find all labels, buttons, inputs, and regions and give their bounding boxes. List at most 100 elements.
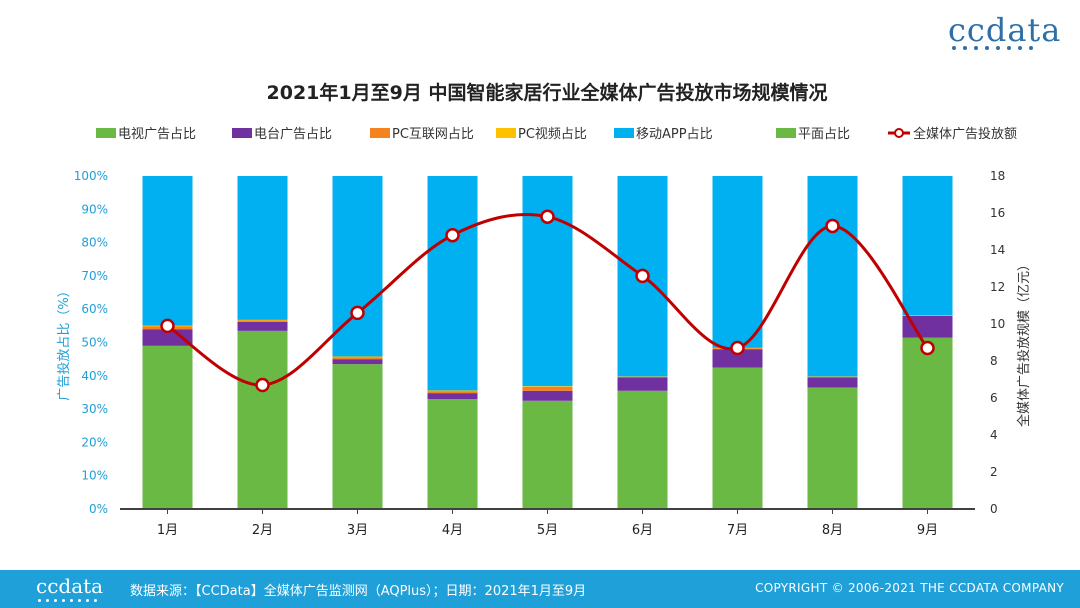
footer-source: 数据来源：【CCData】全媒体广告监测网（AQPlus）；日期：2021年1月… xyxy=(130,584,587,599)
bar-segment xyxy=(617,376,668,378)
y-left-tick-label: 50% xyxy=(81,336,108,350)
y-left-tick-label: 60% xyxy=(81,302,108,316)
bar-segment xyxy=(142,176,193,326)
legend-swatch xyxy=(96,128,116,138)
line-point xyxy=(825,218,840,234)
y-right-tick-label: 14 xyxy=(990,243,1005,257)
bar-segment xyxy=(807,377,858,388)
y-right-tick-label: 16 xyxy=(990,206,1005,220)
bar-segment xyxy=(332,356,383,358)
bar-segment xyxy=(427,391,478,394)
legend-label: 平面占比 xyxy=(798,127,850,142)
bar-segment xyxy=(712,367,763,509)
y-right-tick-label: 8 xyxy=(990,354,998,368)
line-point xyxy=(730,340,745,356)
y-left-tick-label: 90% xyxy=(81,202,108,216)
x-tick-label: 9月 xyxy=(917,523,938,538)
bar-segment xyxy=(332,364,383,509)
bar-segment xyxy=(237,330,288,509)
x-tick-label: 4月 xyxy=(442,523,463,538)
legend-swatch xyxy=(232,128,252,138)
y-right-tick-label: 12 xyxy=(990,280,1005,294)
line-point xyxy=(350,305,365,321)
x-tick-label: 5月 xyxy=(537,523,558,538)
y-left-tick-label: 100% xyxy=(74,169,108,183)
y-right-axis-title: 全媒体广告投放规模（亿元） xyxy=(1016,258,1032,427)
chart-title: 2021年1月至9月 中国智能家居行业全媒体广告投放市场规模情况 xyxy=(267,81,828,104)
footer-logo-dots xyxy=(38,599,97,602)
y-right-tick-label: 18 xyxy=(990,169,1005,183)
legend-label: PC互联网占比 xyxy=(392,127,474,142)
bar-segment xyxy=(902,176,953,316)
bar-segment xyxy=(237,319,288,321)
bar-segment xyxy=(522,400,573,509)
legend-label: 电台广告占比 xyxy=(254,127,332,142)
x-tick-label: 8月 xyxy=(822,523,843,538)
x-tick-label: 3月 xyxy=(347,523,368,538)
footer-copyright: COPYRIGHT © 2006-2021 THE CCDATA COMPANY xyxy=(755,581,1064,595)
line-point xyxy=(540,209,555,224)
line-point xyxy=(160,318,175,334)
y-left-tick-label: 20% xyxy=(81,435,108,449)
bar-segment xyxy=(522,386,573,391)
legend-label: 全媒体广告投放额 xyxy=(913,126,1017,142)
legend-label: 移动APP占比 xyxy=(636,127,713,142)
x-tick-label: 6月 xyxy=(632,523,653,538)
bar-segment xyxy=(142,329,193,346)
y-right-tick-label: 10 xyxy=(990,317,1005,331)
legend-swatch xyxy=(776,128,796,138)
x-tick-label: 1月 xyxy=(157,523,178,538)
legend-swatch xyxy=(614,128,634,138)
y-left-tick-label: 0% xyxy=(89,502,108,516)
legend-label: PC视频占比 xyxy=(518,127,587,142)
y-left-tick-label: 30% xyxy=(81,402,108,416)
bar-segment xyxy=(332,357,383,360)
bar-segment xyxy=(427,399,478,509)
bar-segment xyxy=(807,176,858,377)
line-point xyxy=(920,340,935,356)
bar-segment xyxy=(332,359,383,365)
bar-segment xyxy=(427,393,478,400)
x-tick-label: 2月 xyxy=(252,523,273,538)
y-left-tick-label: 40% xyxy=(81,369,108,383)
line-point xyxy=(255,377,270,393)
bar-segment xyxy=(237,320,288,322)
y-right-tick-label: 2 xyxy=(990,465,998,479)
bar-segment xyxy=(807,376,858,378)
line-series-path xyxy=(166,213,929,387)
legend-label: 电视广告占比 xyxy=(118,127,196,142)
bar-segment xyxy=(427,390,478,392)
y-right-tick-label: 0 xyxy=(990,502,998,516)
bar-segment xyxy=(237,176,288,320)
bar-segment xyxy=(617,377,668,391)
brand-logo-dots xyxy=(948,46,1058,50)
bar-segment xyxy=(522,386,573,387)
legend-line-marker xyxy=(894,128,904,138)
y-right-tick-label: 6 xyxy=(990,391,998,405)
bar-segment xyxy=(427,176,478,391)
bar-segment xyxy=(712,176,763,348)
y-right-tick-label: 4 xyxy=(990,428,998,442)
y-left-tick-label: 70% xyxy=(81,269,108,283)
line-point xyxy=(445,227,460,243)
bar-segment xyxy=(712,349,763,368)
footer-logo: ccdata xyxy=(36,574,104,598)
y-left-tick-label: 10% xyxy=(81,469,108,483)
line-point xyxy=(635,268,650,284)
y-left-axis-title: 广告投放占比（%） xyxy=(56,284,72,400)
legend-swatch xyxy=(370,128,390,138)
x-tick-label: 7月 xyxy=(727,523,748,538)
bar-segment xyxy=(142,345,193,509)
brand-logo-text: ccdata xyxy=(948,11,1062,49)
bar-segment xyxy=(807,387,858,509)
bar-segment xyxy=(902,337,953,509)
bar-segment xyxy=(617,390,668,509)
legend-swatch xyxy=(496,128,516,138)
bar-segment xyxy=(237,321,288,331)
brand-logo: ccdata xyxy=(948,11,1062,56)
y-left-tick-label: 80% xyxy=(81,236,108,250)
bar-segment xyxy=(522,176,573,387)
bar-segment xyxy=(902,315,953,338)
bar-segment xyxy=(522,390,573,401)
